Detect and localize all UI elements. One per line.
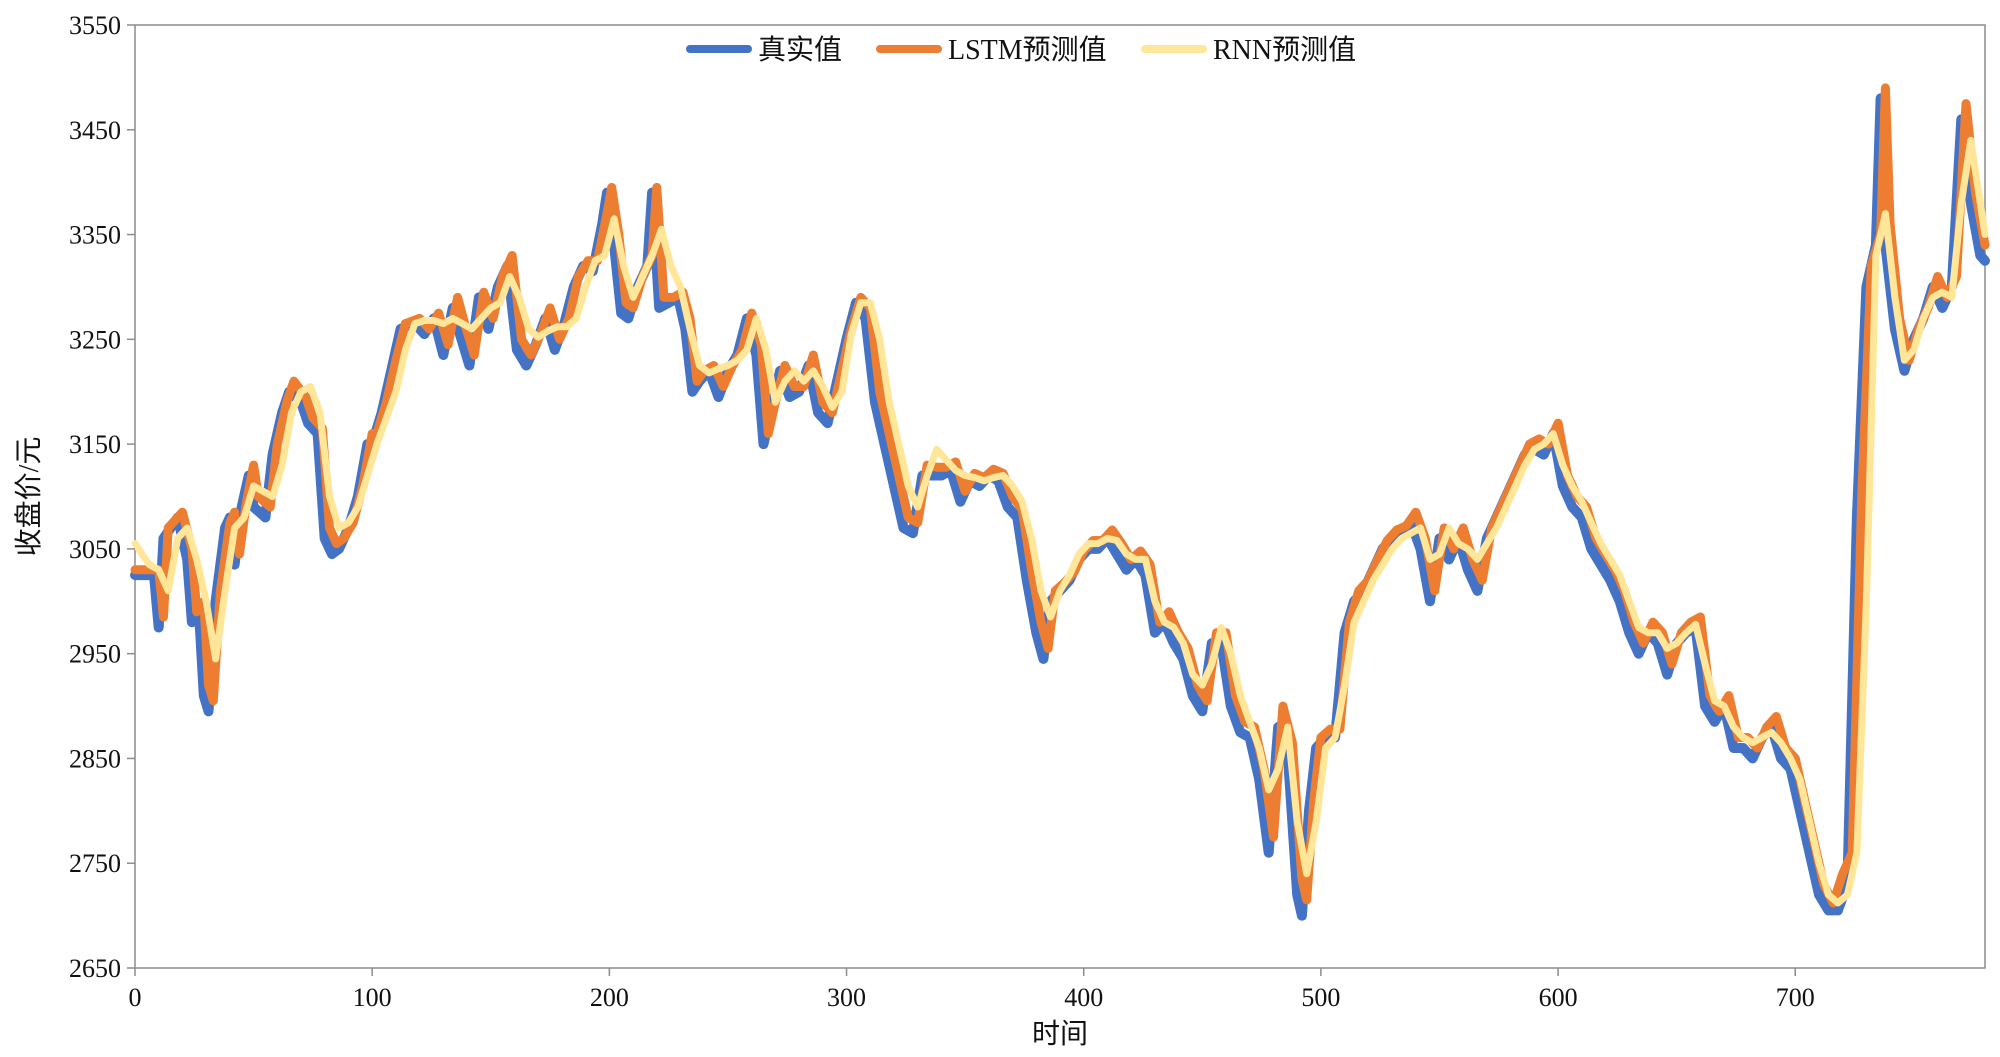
- x-tick-label: 100: [353, 983, 392, 1012]
- y-tick-label: 3150: [69, 430, 121, 459]
- y-tick-label: 3050: [69, 535, 121, 564]
- legend: 真实值 LSTM预测值 RNN预测值: [686, 34, 1356, 66]
- y-tick-label: 2850: [69, 744, 121, 773]
- legend-label-3: RNN预测值: [1213, 34, 1356, 66]
- series-line-3: [131, 136, 1989, 907]
- x-tick-label: 400: [1064, 983, 1103, 1012]
- x-tick-label: 0: [129, 983, 142, 1012]
- legend-label-2: LSTM预测值: [948, 34, 1107, 66]
- x-tick-label: 600: [1539, 983, 1578, 1012]
- series-line-1: [130, 93, 1990, 921]
- axes-layer: 2650 2750 2850 2950 3050 3150 3250 3350 3450 3550…: [69, 11, 1815, 1012]
- y-tick-label: 2650: [69, 954, 121, 983]
- y-tick-label: 3350: [69, 221, 121, 250]
- plot-area-frame: [134, 24, 1986, 969]
- y-tick-label: 3550: [69, 11, 121, 40]
- series-layer: [130, 83, 1990, 921]
- x-axis-title: 时间: [1032, 1018, 1088, 1050]
- y-axis-title: 收盘价/元: [13, 437, 45, 557]
- x-tick-label: 500: [1301, 983, 1340, 1012]
- x-tick-label: 200: [590, 983, 629, 1012]
- y-tick-label: 3450: [69, 116, 121, 145]
- y-tick-label: 3250: [69, 325, 121, 354]
- y-tick-label: 2750: [69, 849, 121, 878]
- x-tick-label: 300: [827, 983, 866, 1012]
- legend-label-1: 真实值: [758, 34, 842, 66]
- series-line-2: [130, 83, 1990, 908]
- x-tick-label: 700: [1776, 983, 1815, 1012]
- y-tick-label: 2950: [69, 640, 121, 669]
